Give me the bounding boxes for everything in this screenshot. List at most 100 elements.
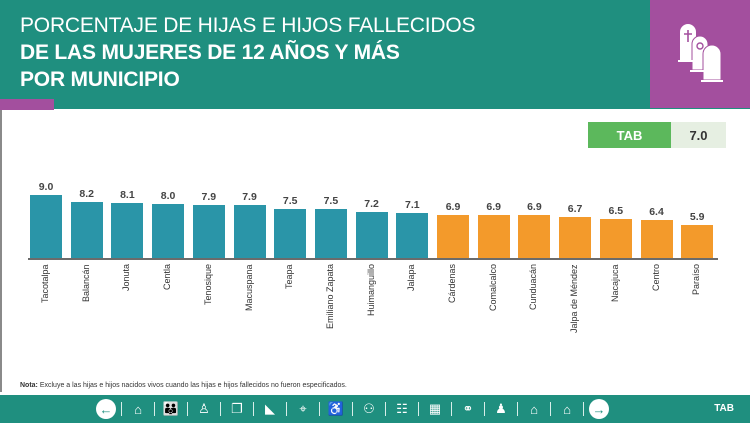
- category-label: Balancán: [80, 264, 91, 302]
- bar-group: 7.5 Teapa: [274, 150, 307, 380]
- state-label: TAB: [588, 122, 671, 148]
- bar-group: 7.5 Emiliano Zapata: [314, 150, 347, 380]
- nav-separator: [352, 402, 353, 416]
- topic-icon-panel: [650, 0, 750, 108]
- bar: [559, 217, 592, 258]
- bar-group: 7.1 Jalapa: [396, 150, 429, 380]
- population-icon[interactable]: 👪: [162, 401, 180, 416]
- category-label: Centro: [650, 264, 661, 292]
- bar: [152, 204, 185, 258]
- mexico-map-icon[interactable]: ◣: [265, 401, 275, 416]
- purple-accent-tab: [0, 99, 54, 110]
- category-label: Huimanguillo: [365, 264, 376, 317]
- chart-baseline: [28, 258, 718, 260]
- category-label: Nacajuca: [609, 264, 620, 302]
- bar-group: 8.0 Centla: [152, 150, 185, 380]
- footnote-prefix: Nota:: [20, 382, 38, 389]
- bar-group: 6.7 Jalpa de Méndez: [559, 150, 592, 380]
- bar: [396, 213, 429, 258]
- category-label: Tenosique: [202, 264, 213, 306]
- arrow-left-icon[interactable]: ←: [96, 399, 116, 419]
- bar-group: 7.9 Macuspana: [233, 150, 266, 380]
- bar-group: 9.0 Tacotalpa: [30, 150, 62, 380]
- footer-state-label: TAB: [714, 403, 734, 414]
- category-label: Comalcalco: [487, 264, 498, 312]
- documents-icon[interactable]: ❐: [231, 401, 243, 416]
- bar-group: 6.9 Comalcalco: [477, 150, 510, 380]
- couple-icon[interactable]: ⚇: [363, 401, 375, 416]
- nav-separator: [319, 402, 320, 416]
- child-icon[interactable]: ♟: [495, 401, 507, 416]
- nav-separator: [484, 402, 485, 416]
- bar: [355, 212, 388, 258]
- category-label: Emiliano Zapata: [324, 264, 335, 330]
- bar-group: 6.4 Centro: [640, 150, 673, 380]
- bar-chart: 9.0 Tacotalpa 8.2 Balancán 8.1 Jonuta 8.0 Centl…: [28, 150, 718, 380]
- nav-separator: [121, 402, 122, 416]
- bar-value-label: 6.9: [527, 201, 542, 214]
- category-label: Cárdenas: [447, 264, 457, 304]
- disability-icon[interactable]: ♿: [327, 401, 345, 416]
- bar: [233, 205, 266, 258]
- target-icon[interactable]: ⌖: [299, 401, 307, 416]
- bar-group: 8.2 Balancán: [70, 150, 103, 380]
- bar-value-label: 6.7: [567, 203, 583, 215]
- category-label: Macuspana: [243, 264, 254, 311]
- bar: [314, 209, 347, 258]
- bar-value-label: 6.9: [445, 201, 461, 214]
- bar-group: 7.9 Tenosique: [192, 150, 225, 380]
- bar: [111, 203, 144, 258]
- bar-group: 8.1 Jonuta: [111, 150, 144, 380]
- bar-value-label: 7.9: [242, 191, 257, 204]
- bar-group: 7.2 Huimanguillo: [355, 150, 388, 380]
- institution-icon[interactable]: ⌂: [134, 401, 142, 417]
- left-border: [0, 110, 2, 392]
- bar: [30, 194, 62, 258]
- household-icon[interactable]: ⌂: [530, 401, 538, 417]
- bar: [518, 215, 551, 258]
- state-average-value: 7.0: [671, 122, 726, 148]
- category-label: Centla: [162, 264, 173, 291]
- building-icon[interactable]: ▦: [428, 401, 442, 416]
- bar: [70, 202, 103, 258]
- arrow-right-icon[interactable]: →: [589, 399, 609, 419]
- nav-separator: [253, 402, 254, 416]
- bar: [477, 215, 510, 258]
- page-title: PORCENTAJE DE HIJAS E HIJOS FALLECIDOS D…: [20, 12, 475, 93]
- bar-value-label: 6.4: [649, 205, 664, 218]
- bar: [599, 218, 632, 258]
- bar-value-label: 8.0: [160, 190, 176, 203]
- bar-group: 6.5 Nacajuca: [599, 150, 632, 380]
- state-average-badge: TAB 7.0: [588, 122, 726, 148]
- home-icon[interactable]: ⌂: [563, 401, 571, 417]
- header-banner: PORCENTAJE DE HIJAS E HIJOS FALLECIDOS D…: [0, 0, 650, 105]
- bar: [437, 215, 469, 258]
- footer-nav-bar: ← ⌂ 👪 ♙ ❐ ◣ ⌖ ♿ ⚇ ☷ ▦ ⚭ ♟ ⌂ ⌂ → TAB: [0, 395, 750, 423]
- bar-value-label: 5.9: [689, 210, 705, 223]
- nav-separator: [451, 402, 452, 416]
- nav-separator: [220, 402, 221, 416]
- category-label: Jonuta: [121, 264, 132, 292]
- bar-value-label: 7.9: [201, 191, 217, 204]
- title-line-2: DE LAS MUJERES DE 12 AÑOS Y MÁS: [20, 41, 400, 64]
- category-label: Jalapa: [406, 264, 417, 291]
- title-line-1: PORCENTAJE DE HIJAS E HIJOS FALLECIDOS: [20, 14, 476, 37]
- family-icon[interactable]: ☷: [396, 401, 408, 416]
- person-icon[interactable]: ♙: [198, 401, 210, 416]
- bar-value-label: 7.2: [364, 198, 379, 211]
- category-label: Paraíso: [691, 264, 702, 296]
- rings-icon[interactable]: ⚭: [462, 401, 474, 416]
- bar: [640, 219, 673, 258]
- bar-value-label: 7.1: [404, 199, 420, 212]
- category-label: Teapa: [284, 264, 295, 289]
- nav-separator: [154, 402, 155, 416]
- bar-value-label: 7.5: [282, 195, 298, 208]
- footnote-text: Excluye a las hijas e hijos nacidos vivo…: [37, 382, 347, 389]
- title-line-3: POR MUNICIPIO: [20, 68, 180, 91]
- footer-nav: ← ⌂ 👪 ♙ ❐ ◣ ⌖ ♿ ⚇ ☷ ▦ ⚭ ♟ ⌂ ⌂ →: [96, 398, 609, 420]
- category-label: Cunduacán: [528, 264, 539, 311]
- nav-separator: [385, 402, 386, 416]
- bar: [192, 205, 225, 258]
- bar-group: 6.9 Cárdenas: [437, 150, 469, 380]
